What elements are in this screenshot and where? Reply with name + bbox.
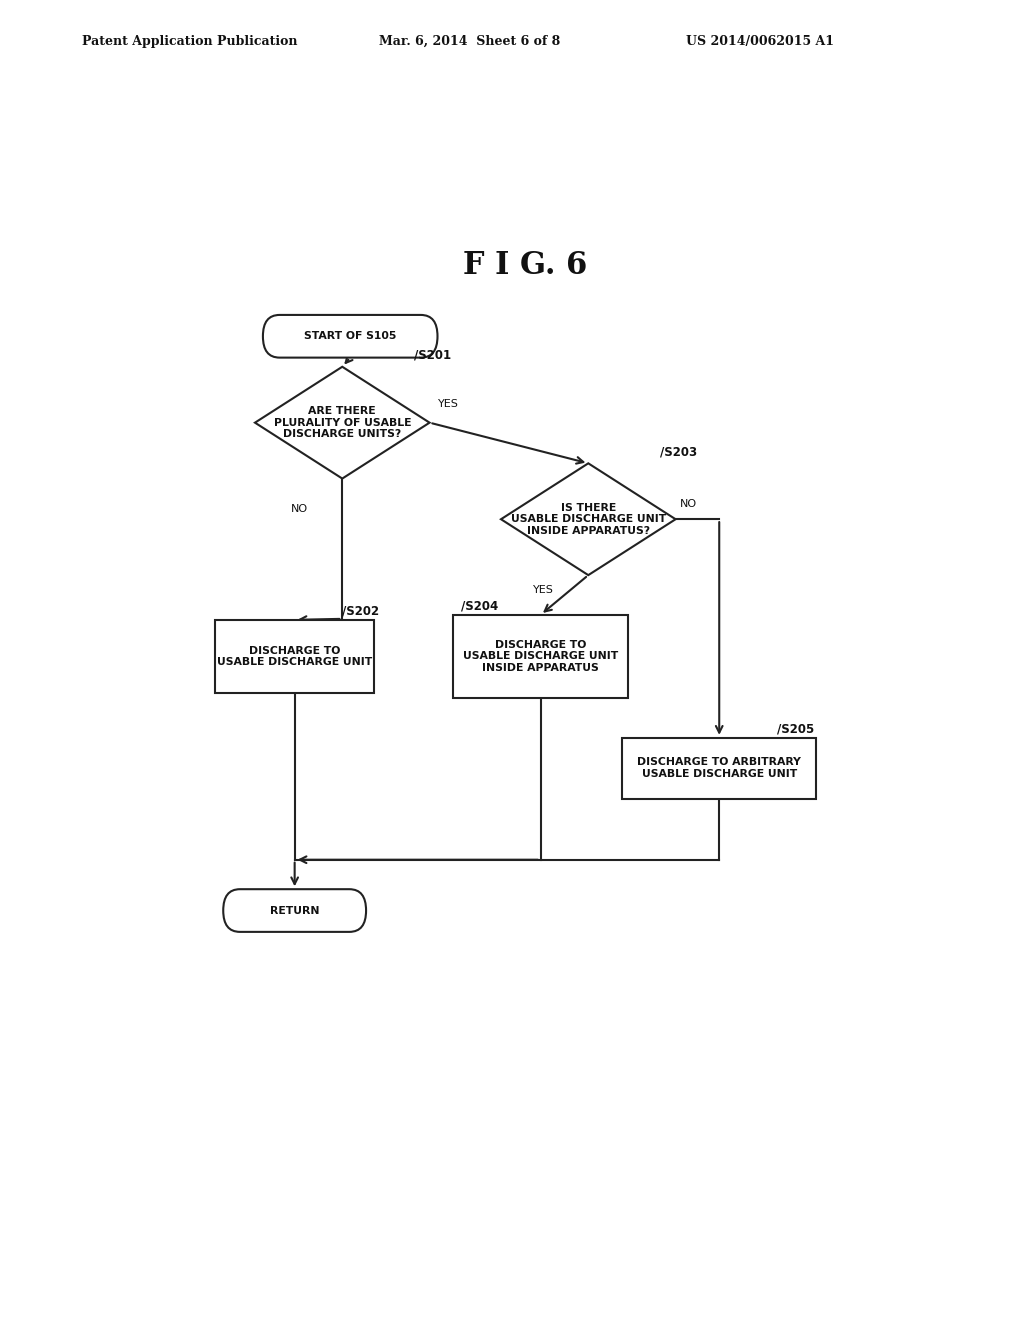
Bar xyxy=(454,615,628,698)
Text: YES: YES xyxy=(437,400,459,409)
Text: NO: NO xyxy=(291,504,308,513)
Text: IS THERE
USABLE DISCHARGE UNIT
INSIDE APPARATUS?: IS THERE USABLE DISCHARGE UNIT INSIDE AP… xyxy=(511,503,666,536)
Text: F I G. 6: F I G. 6 xyxy=(463,249,587,281)
Text: /S201: /S201 xyxy=(414,348,451,362)
Polygon shape xyxy=(501,463,676,576)
Bar xyxy=(215,620,374,693)
Text: START OF S105: START OF S105 xyxy=(304,331,396,342)
Text: YES: YES xyxy=(532,585,554,595)
FancyBboxPatch shape xyxy=(263,315,437,358)
Text: /S204: /S204 xyxy=(462,599,499,612)
Bar xyxy=(622,738,816,799)
Text: /S205: /S205 xyxy=(777,723,814,735)
Text: US 2014/0062015 A1: US 2014/0062015 A1 xyxy=(686,34,835,48)
FancyBboxPatch shape xyxy=(223,890,367,932)
Text: DISCHARGE TO
USABLE DISCHARGE UNIT
INSIDE APPARATUS: DISCHARGE TO USABLE DISCHARGE UNIT INSID… xyxy=(463,640,618,673)
Text: ARE THERE
PLURALITY OF USABLE
DISCHARGE UNITS?: ARE THERE PLURALITY OF USABLE DISCHARGE … xyxy=(273,407,411,440)
Text: NO: NO xyxy=(680,499,696,510)
Text: /S203: /S203 xyxy=(659,445,697,458)
Text: /S202: /S202 xyxy=(342,605,380,618)
Text: RETURN: RETURN xyxy=(270,906,319,916)
Text: Patent Application Publication: Patent Application Publication xyxy=(82,34,297,48)
Text: DISCHARGE TO ARBITRARY
USABLE DISCHARGE UNIT: DISCHARGE TO ARBITRARY USABLE DISCHARGE … xyxy=(637,758,801,779)
Polygon shape xyxy=(255,367,430,479)
Text: Mar. 6, 2014  Sheet 6 of 8: Mar. 6, 2014 Sheet 6 of 8 xyxy=(379,34,560,48)
Text: DISCHARGE TO
USABLE DISCHARGE UNIT: DISCHARGE TO USABLE DISCHARGE UNIT xyxy=(217,645,373,667)
